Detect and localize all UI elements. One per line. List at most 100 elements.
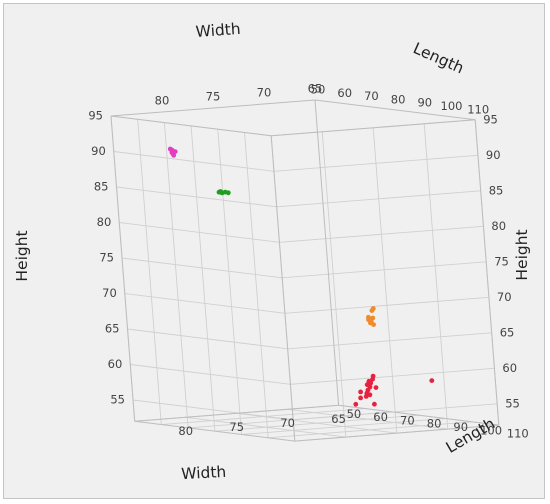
grid-line [287, 332, 492, 350]
tick-label: 95 [483, 112, 498, 126]
tick-label: 55 [505, 396, 520, 410]
data-point[interactable] [358, 389, 363, 395]
tick-label: 65 [105, 322, 120, 336]
box-edge [474, 119, 500, 426]
tick-label: 100 [441, 99, 463, 113]
box-edge [338, 404, 499, 426]
grid-line [214, 414, 419, 432]
data-point[interactable] [373, 385, 379, 390]
tick-label: 70 [364, 89, 379, 103]
height-axis-title-right: Height [513, 229, 531, 280]
grid-line [132, 399, 294, 421]
box-edge [314, 99, 476, 121]
data-point[interactable] [167, 146, 173, 152]
series-3 [353, 373, 435, 407]
box-edge [294, 424, 499, 442]
height-axis-title-left: Height [13, 230, 31, 281]
tick-label: 90 [91, 144, 106, 158]
grid-line [268, 421, 473, 439]
tick-label: 50 [347, 407, 362, 421]
tick-label: 60 [502, 361, 517, 375]
tick-label: 70 [400, 413, 415, 427]
box-edge [110, 115, 136, 422]
grid-line [127, 328, 288, 350]
tick-label: 60 [337, 86, 352, 100]
grid-line [282, 261, 487, 279]
tick-label: 70 [257, 86, 272, 100]
data-points[interactable] [167, 146, 435, 407]
tick-label: 95 [88, 109, 103, 123]
tick-label: 80 [155, 94, 170, 108]
plot-frame [3, 3, 545, 499]
grid-line [276, 190, 481, 208]
grid-line [284, 296, 489, 314]
tick-label: 60 [373, 410, 388, 424]
data-point[interactable] [429, 378, 435, 383]
tick-label: 110 [507, 427, 529, 441]
data-point[interactable] [218, 189, 223, 194]
tick-label: 65 [308, 82, 323, 96]
tick-label: 80 [97, 215, 112, 229]
box-edge [134, 404, 339, 422]
data-point[interactable] [368, 319, 374, 325]
tick-label: 110 [467, 102, 489, 116]
box-edge [110, 115, 272, 137]
tick-label: 70 [280, 416, 295, 430]
grid-line [130, 364, 291, 385]
grid-line [217, 129, 242, 435]
tick-label: 70 [497, 290, 512, 304]
data-point[interactable] [171, 152, 177, 158]
tick-label: 75 [99, 251, 114, 265]
grid-line [190, 125, 216, 432]
tick-label: 80 [427, 417, 442, 431]
data-point[interactable] [358, 395, 363, 401]
box-edge [270, 135, 296, 442]
series-1 [216, 189, 231, 196]
grid-line [121, 257, 283, 279]
tick-label: 55 [110, 393, 125, 407]
tick-labels: 55 55 60 60 65 65 70 70 75 75 80 80 85 85 90 90 95 95 65 70… [88, 82, 528, 441]
data-point[interactable] [369, 308, 375, 313]
tick-label: 80 [178, 424, 193, 438]
grid-line [113, 151, 274, 172]
tick-label: 90 [486, 148, 501, 162]
data-point[interactable] [370, 376, 375, 382]
grid-line [372, 127, 398, 434]
grid-line [124, 293, 285, 314]
data-point[interactable] [366, 314, 371, 320]
tick-label: 50 [311, 83, 326, 97]
data-point[interactable] [353, 401, 359, 407]
tick-label: 80 [391, 92, 406, 106]
tick-label: 90 [453, 420, 468, 434]
tick-label: 65 [500, 325, 515, 339]
tick-label: 80 [491, 219, 506, 233]
series-0 [167, 146, 178, 158]
tick-label: 75 [206, 90, 221, 104]
tick-label: 70 [102, 286, 117, 300]
tick-label: 65 [331, 412, 346, 426]
width-axis-title-bottom: Width [181, 463, 227, 483]
grid-line [279, 225, 484, 243]
tick-label: 85 [489, 183, 504, 197]
grid-line [163, 122, 189, 428]
data-point[interactable] [363, 394, 369, 399]
grid-line [273, 154, 478, 172]
grid-line [137, 119, 162, 425]
data-point[interactable] [366, 378, 372, 384]
series-2 [366, 306, 376, 327]
data-point[interactable] [172, 149, 178, 155]
tick-label: 85 [94, 180, 109, 194]
box-edge [314, 99, 340, 406]
grid-line [119, 222, 280, 243]
data-point[interactable] [367, 392, 373, 398]
data-point[interactable] [225, 190, 231, 196]
grid-layer [110, 99, 500, 442]
tick-label: 75 [229, 420, 244, 434]
box-edge [271, 119, 476, 137]
box-edge [134, 420, 295, 442]
grid-line [321, 131, 347, 438]
tick-label: 75 [494, 254, 509, 268]
grid-line [423, 123, 449, 430]
data-point[interactable] [372, 401, 377, 407]
